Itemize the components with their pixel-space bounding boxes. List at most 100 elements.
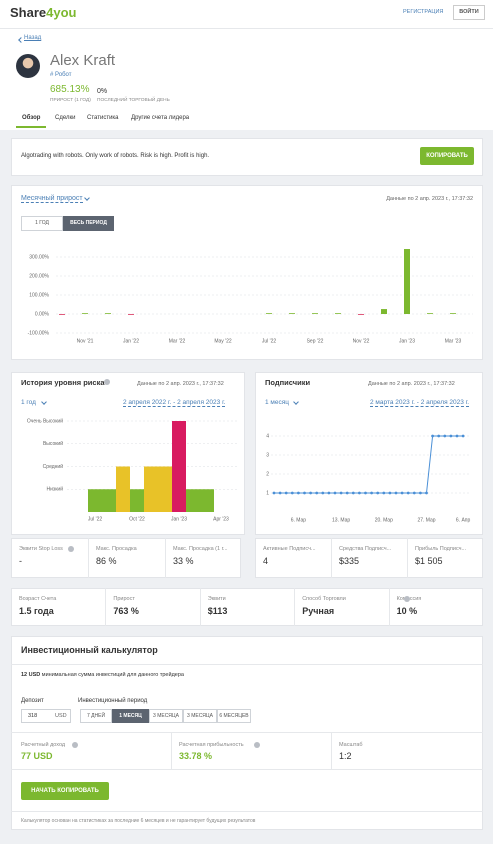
period-button[interactable]: 3 МЕСЯЦА [149, 709, 183, 723]
point [327, 491, 331, 495]
stat-value: 10 % [396, 606, 418, 616]
bar [144, 466, 158, 512]
y-tick-label: Низкий [47, 486, 64, 493]
stat-value: $1 505 [415, 556, 443, 566]
income-label: Расчетный доход [21, 742, 66, 748]
stat-label: Эквити Stop Loss [19, 546, 63, 552]
risk-range[interactable]: 2 апреля 2022 г. - 2 апреля 2023 г. [123, 399, 226, 407]
logo[interactable]: Share4you [10, 5, 76, 20]
period-toggle[interactable]: ВЕСЬ ПЕРИОД [63, 216, 114, 231]
period-toggle[interactable]: 1 ГОД [21, 216, 63, 231]
help-icon [68, 546, 74, 552]
bar [186, 489, 200, 512]
separator [105, 588, 107, 626]
register-link[interactable]: РЕГИСТРАЦИЯ [403, 9, 444, 15]
x-tick-label: Mar '23 [445, 338, 462, 344]
bar [82, 313, 88, 314]
help-icon [404, 596, 410, 602]
bar [102, 489, 116, 512]
help-icon[interactable] [254, 742, 260, 748]
tab-underline [16, 126, 46, 128]
x-tick-label: Sep '22 [307, 338, 324, 344]
stat-value: Ручная [302, 606, 335, 616]
point [370, 491, 373, 495]
period-button[interactable]: 6 МЕСЯЦЕВ [217, 709, 251, 723]
bar [266, 313, 272, 314]
y-tick-label: Средний [43, 463, 64, 470]
separator [11, 769, 483, 770]
bar [200, 489, 214, 512]
x-tick-label: 20. Мар [375, 517, 393, 523]
stat-label: Возраст Счета [19, 596, 57, 602]
separator [331, 538, 332, 578]
last-day-value: 0% [97, 88, 108, 95]
copy-button[interactable]: КОПИРОВАТЬ [420, 147, 474, 165]
scale-value: 1:2 [339, 751, 352, 761]
y-tick-label: 100.00% [29, 292, 49, 298]
stats-card [255, 538, 483, 578]
bar [289, 313, 295, 314]
point [406, 491, 410, 495]
deposit-input[interactable] [21, 709, 71, 723]
period-button[interactable]: 7 ДНЕЙ [80, 709, 112, 723]
point [419, 491, 422, 495]
x-tick-label: Mar '22 [169, 338, 186, 344]
tab[interactable]: Другие счета лидера [131, 115, 190, 121]
login-button[interactable]: ВОЙТИ [453, 5, 485, 20]
period-button[interactable]: 1 МЕСЯЦ [112, 709, 149, 723]
bar [335, 313, 341, 314]
stats-card [11, 538, 241, 578]
min-amount-line: 12 USD минимальная сумма инвестиций для … [21, 672, 184, 678]
back-link[interactable]: Назад [24, 35, 42, 41]
bar [404, 249, 410, 314]
subscribers-title: Подписчики [265, 378, 311, 387]
stat-value: $113 [207, 606, 228, 616]
bar [116, 466, 130, 512]
point [437, 434, 441, 438]
separator [294, 588, 296, 626]
stat-label: Средства Подписч... [339, 546, 392, 552]
stat-value: 1.5 года [19, 606, 54, 616]
y-tick-label: -100.00% [28, 330, 50, 336]
point [461, 434, 465, 438]
trader-tag[interactable]: # Робот [50, 72, 72, 78]
subscribers-range[interactable]: 2 марта 2023 г. - 2 апреля 2023 г. [370, 399, 470, 407]
help-icon[interactable] [104, 379, 110, 385]
y-tick-label: 300.00% [29, 254, 49, 260]
tab[interactable]: Сделки [55, 115, 76, 121]
bar [158, 466, 172, 512]
bar [172, 421, 186, 512]
growth-title[interactable]: Месячный прирост [21, 195, 83, 203]
x-tick-label: 27. Мар [417, 517, 435, 523]
x-tick-label: Nov '21 [77, 338, 94, 344]
subscribers-card [255, 372, 483, 535]
tab[interactable]: Статистика [87, 115, 119, 121]
start-button[interactable]: НАЧАТЬ КОПИРОВАТЬ [21, 782, 109, 800]
logo-text: Share [10, 5, 47, 20]
point [400, 491, 404, 495]
stat-label: Макс. Просадка (1 г... [173, 546, 228, 552]
point [431, 434, 434, 438]
growth-chart: 300.00% 200.00% 100.00% 0.00% -100.00% Nov '2… [28, 249, 473, 344]
x-tick-label: 13. Мар [332, 517, 350, 523]
calculator-card [11, 636, 483, 830]
point [315, 491, 319, 495]
y-tick-label: 1 [266, 490, 269, 496]
header-border [0, 28, 493, 29]
separator [11, 811, 483, 812]
separator [171, 733, 172, 769]
deposit-label: Депозит [21, 698, 44, 704]
risk-period[interactable]: 1 год [21, 399, 36, 406]
subscribers-period[interactable]: 1 месяц [265, 399, 289, 406]
tab[interactable]: Обзор [22, 115, 41, 121]
x-tick-label: Jan '23 [399, 338, 415, 344]
stat-value: 86 % [96, 556, 117, 566]
separator [165, 538, 166, 578]
top-area [0, 0, 493, 130]
bar [128, 314, 134, 315]
period-button[interactable]: 3 МЕСЯЦА [183, 709, 217, 723]
help-icon[interactable] [72, 742, 78, 748]
period-label: Инвестиционный период [78, 698, 148, 704]
point [425, 491, 428, 495]
x-tick-label: May '22 [214, 338, 232, 344]
